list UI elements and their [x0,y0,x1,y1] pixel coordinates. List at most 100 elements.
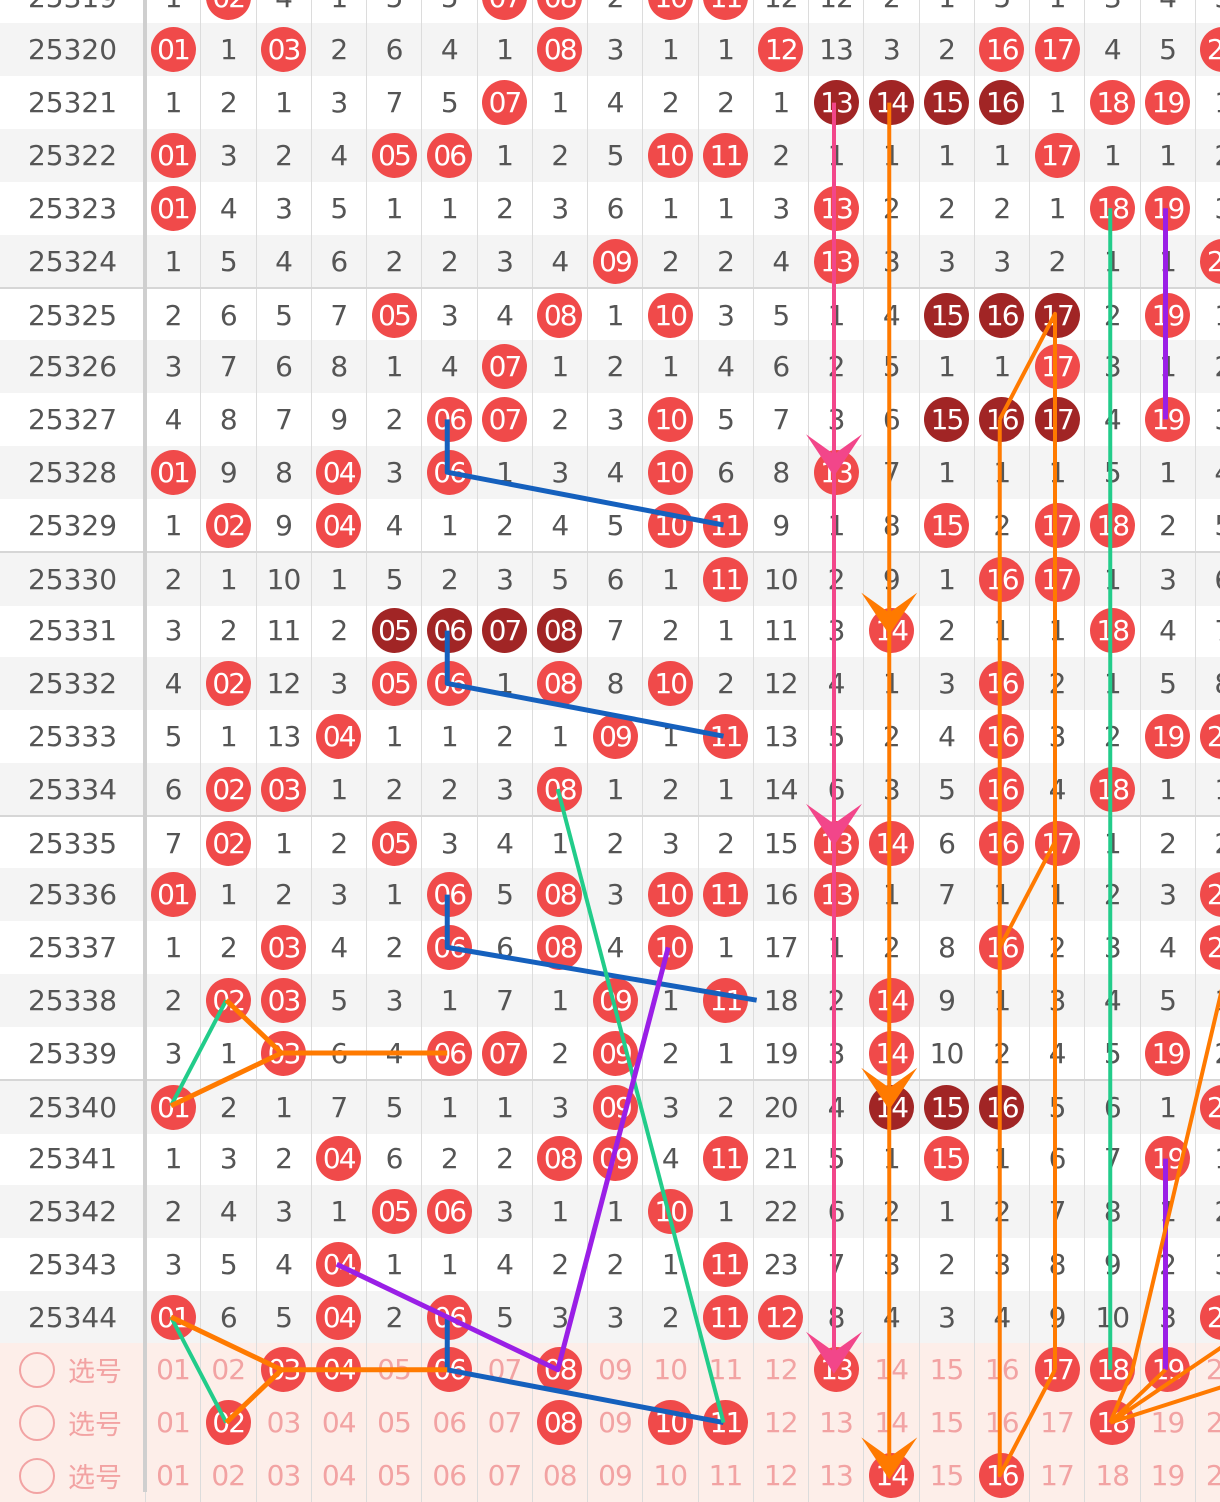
picker-selected-ball[interactable]: 03 [261,1347,306,1393]
picker-number[interactable]: 14 [863,1396,918,1450]
picker-row-header[interactable]: 选号 [0,1343,145,1396]
picker-number[interactable]: 05 [366,1449,421,1502]
picker-number[interactable]: 12 [752,1343,808,1397]
picker-number[interactable]: 02 [200,1449,255,1502]
picker-number[interactable]: 19 [1139,1449,1195,1502]
picker-number[interactable]: 15 [918,1343,974,1397]
radio-circle-icon[interactable] [19,1405,55,1442]
picker-number[interactable]: 16 [973,1396,1029,1450]
picker-number[interactable]: 05 [366,1343,421,1397]
picker-number[interactable]: 13 [808,1449,863,1502]
picker-selected-ball[interactable]: 06 [426,1347,472,1393]
picker-number[interactable]: 02 [200,1396,255,1450]
picker-number[interactable]: 09 [587,1449,642,1502]
picker-number[interactable]: 06 [421,1396,476,1450]
radio-circle-icon[interactable] [19,1352,55,1389]
picker-number[interactable]: 08 [531,1449,587,1502]
picker-number[interactable]: 08 [531,1396,587,1450]
picker-number[interactable]: 13 [808,1343,863,1397]
hit-ball: 08 [537,27,583,73]
picker-number[interactable]: 03 [255,1396,311,1450]
picker-number[interactable]: 07 [476,1396,532,1450]
picker-number[interactable]: 13 [808,1396,863,1450]
picker-number[interactable]: 06 [421,1343,476,1397]
picker-number[interactable]: 11 [697,1396,753,1450]
number-cell: 1 [421,181,476,235]
picker-selected-ball[interactable]: 08 [537,1347,583,1393]
picker-number[interactable]: 11 [697,1449,753,1502]
picker-selected-ball[interactable]: 14 [868,1453,914,1498]
number-cell: 6 [918,817,974,871]
issue-number: 25336 [27,878,118,912]
picker-number[interactable]: 10 [642,1343,697,1397]
picker-number[interactable]: 16 [973,1343,1029,1397]
picker-number[interactable]: 01 [145,1343,200,1397]
picker-number[interactable]: 10 [642,1396,697,1450]
picker-number[interactable]: 01 [145,1396,200,1450]
picker-selected-ball[interactable]: 16 [979,1453,1025,1498]
picker-number[interactable]: 01 [145,1449,200,1502]
picker-number[interactable]: 06 [421,1449,476,1502]
number-cell: 3 [808,1026,863,1080]
picker-selected-ball[interactable]: 17 [1034,1347,1080,1393]
picker-number[interactable]: 07 [476,1343,532,1397]
picker-number[interactable]: 18 [1084,1396,1139,1450]
picker-number[interactable]: 19 [1139,1343,1195,1397]
picker-number[interactable]: 12 [752,1449,808,1502]
picker-number[interactable]: 15 [918,1396,974,1450]
picker-selected-ball[interactable]: 10 [647,1400,693,1446]
picker-selected-ball[interactable]: 08 [537,1400,583,1446]
hit-ball: 11 [703,0,748,20]
number-cell: 4 [697,340,753,394]
picker-selected-ball[interactable]: 19 [1145,1347,1190,1393]
picker-selected-ball[interactable]: 18 [1089,1347,1135,1393]
picker-number[interactable]: 04 [310,1449,366,1502]
picker-row-header[interactable]: 选号 [0,1449,145,1502]
picker-selected-ball[interactable]: 18 [1089,1400,1135,1446]
hit-ball: 07 [482,397,527,442]
picker-selected-ball[interactable]: 02 [205,1400,251,1446]
hit-ball: 20 [1200,1294,1220,1340]
picker-selected-ball[interactable]: 11 [703,1400,748,1446]
picker-number[interactable]: 11 [697,1343,753,1397]
radio-circle-icon[interactable] [19,1458,55,1494]
number-cell: 3 [145,604,200,658]
hit-ball: 12 [758,27,804,73]
picker-number[interactable]: 17 [1029,1396,1084,1450]
number-cell: 2 [310,23,366,77]
number-cell: 9 [200,445,255,499]
picker-number[interactable]: 15 [918,1449,974,1502]
picker-number[interactable]: 20 [1194,1343,1220,1397]
picker-number[interactable]: 20 [1194,1396,1220,1450]
number-cell: 12 [255,657,311,710]
picker-number[interactable]: 09 [587,1396,642,1450]
picker-number[interactable]: 17 [1029,1343,1084,1397]
picker-number[interactable]: 18 [1084,1343,1139,1397]
picker-number[interactable]: 14 [863,1343,918,1397]
picker-number[interactable]: 03 [255,1343,311,1397]
picker-number[interactable]: 02 [200,1343,255,1397]
picker-number[interactable]: 17 [1029,1449,1084,1502]
picker-row-header[interactable]: 选号 [0,1396,145,1449]
picker-number[interactable]: 04 [310,1396,366,1450]
picker-number[interactable]: 20 [1194,1449,1220,1502]
issue-number: 25338 [27,983,118,1017]
number-cell: 2 [1084,709,1139,763]
picker-number[interactable]: 09 [587,1343,642,1397]
picker-selected-ball[interactable]: 13 [813,1347,859,1393]
picker-number[interactable]: 05 [366,1396,421,1450]
picker-number[interactable]: 08 [531,1343,587,1397]
picker-number[interactable]: 18 [1084,1449,1139,1502]
picker-number[interactable]: 14 [863,1449,918,1502]
picker-number[interactable]: 10 [642,1449,697,1502]
picker-number[interactable]: 12 [752,1396,808,1450]
picker-selected-ball[interactable]: 04 [316,1347,362,1393]
number-cell: 2 [531,129,587,182]
picker-number[interactable]: 07 [476,1449,532,1502]
number-cell: 5 [366,0,421,24]
picker-number[interactable]: 16 [973,1449,1029,1502]
picker-number[interactable]: 03 [255,1449,311,1502]
picker-number[interactable]: 04 [310,1343,366,1397]
number-cell: 8 [752,445,808,499]
picker-number[interactable]: 19 [1139,1396,1195,1450]
